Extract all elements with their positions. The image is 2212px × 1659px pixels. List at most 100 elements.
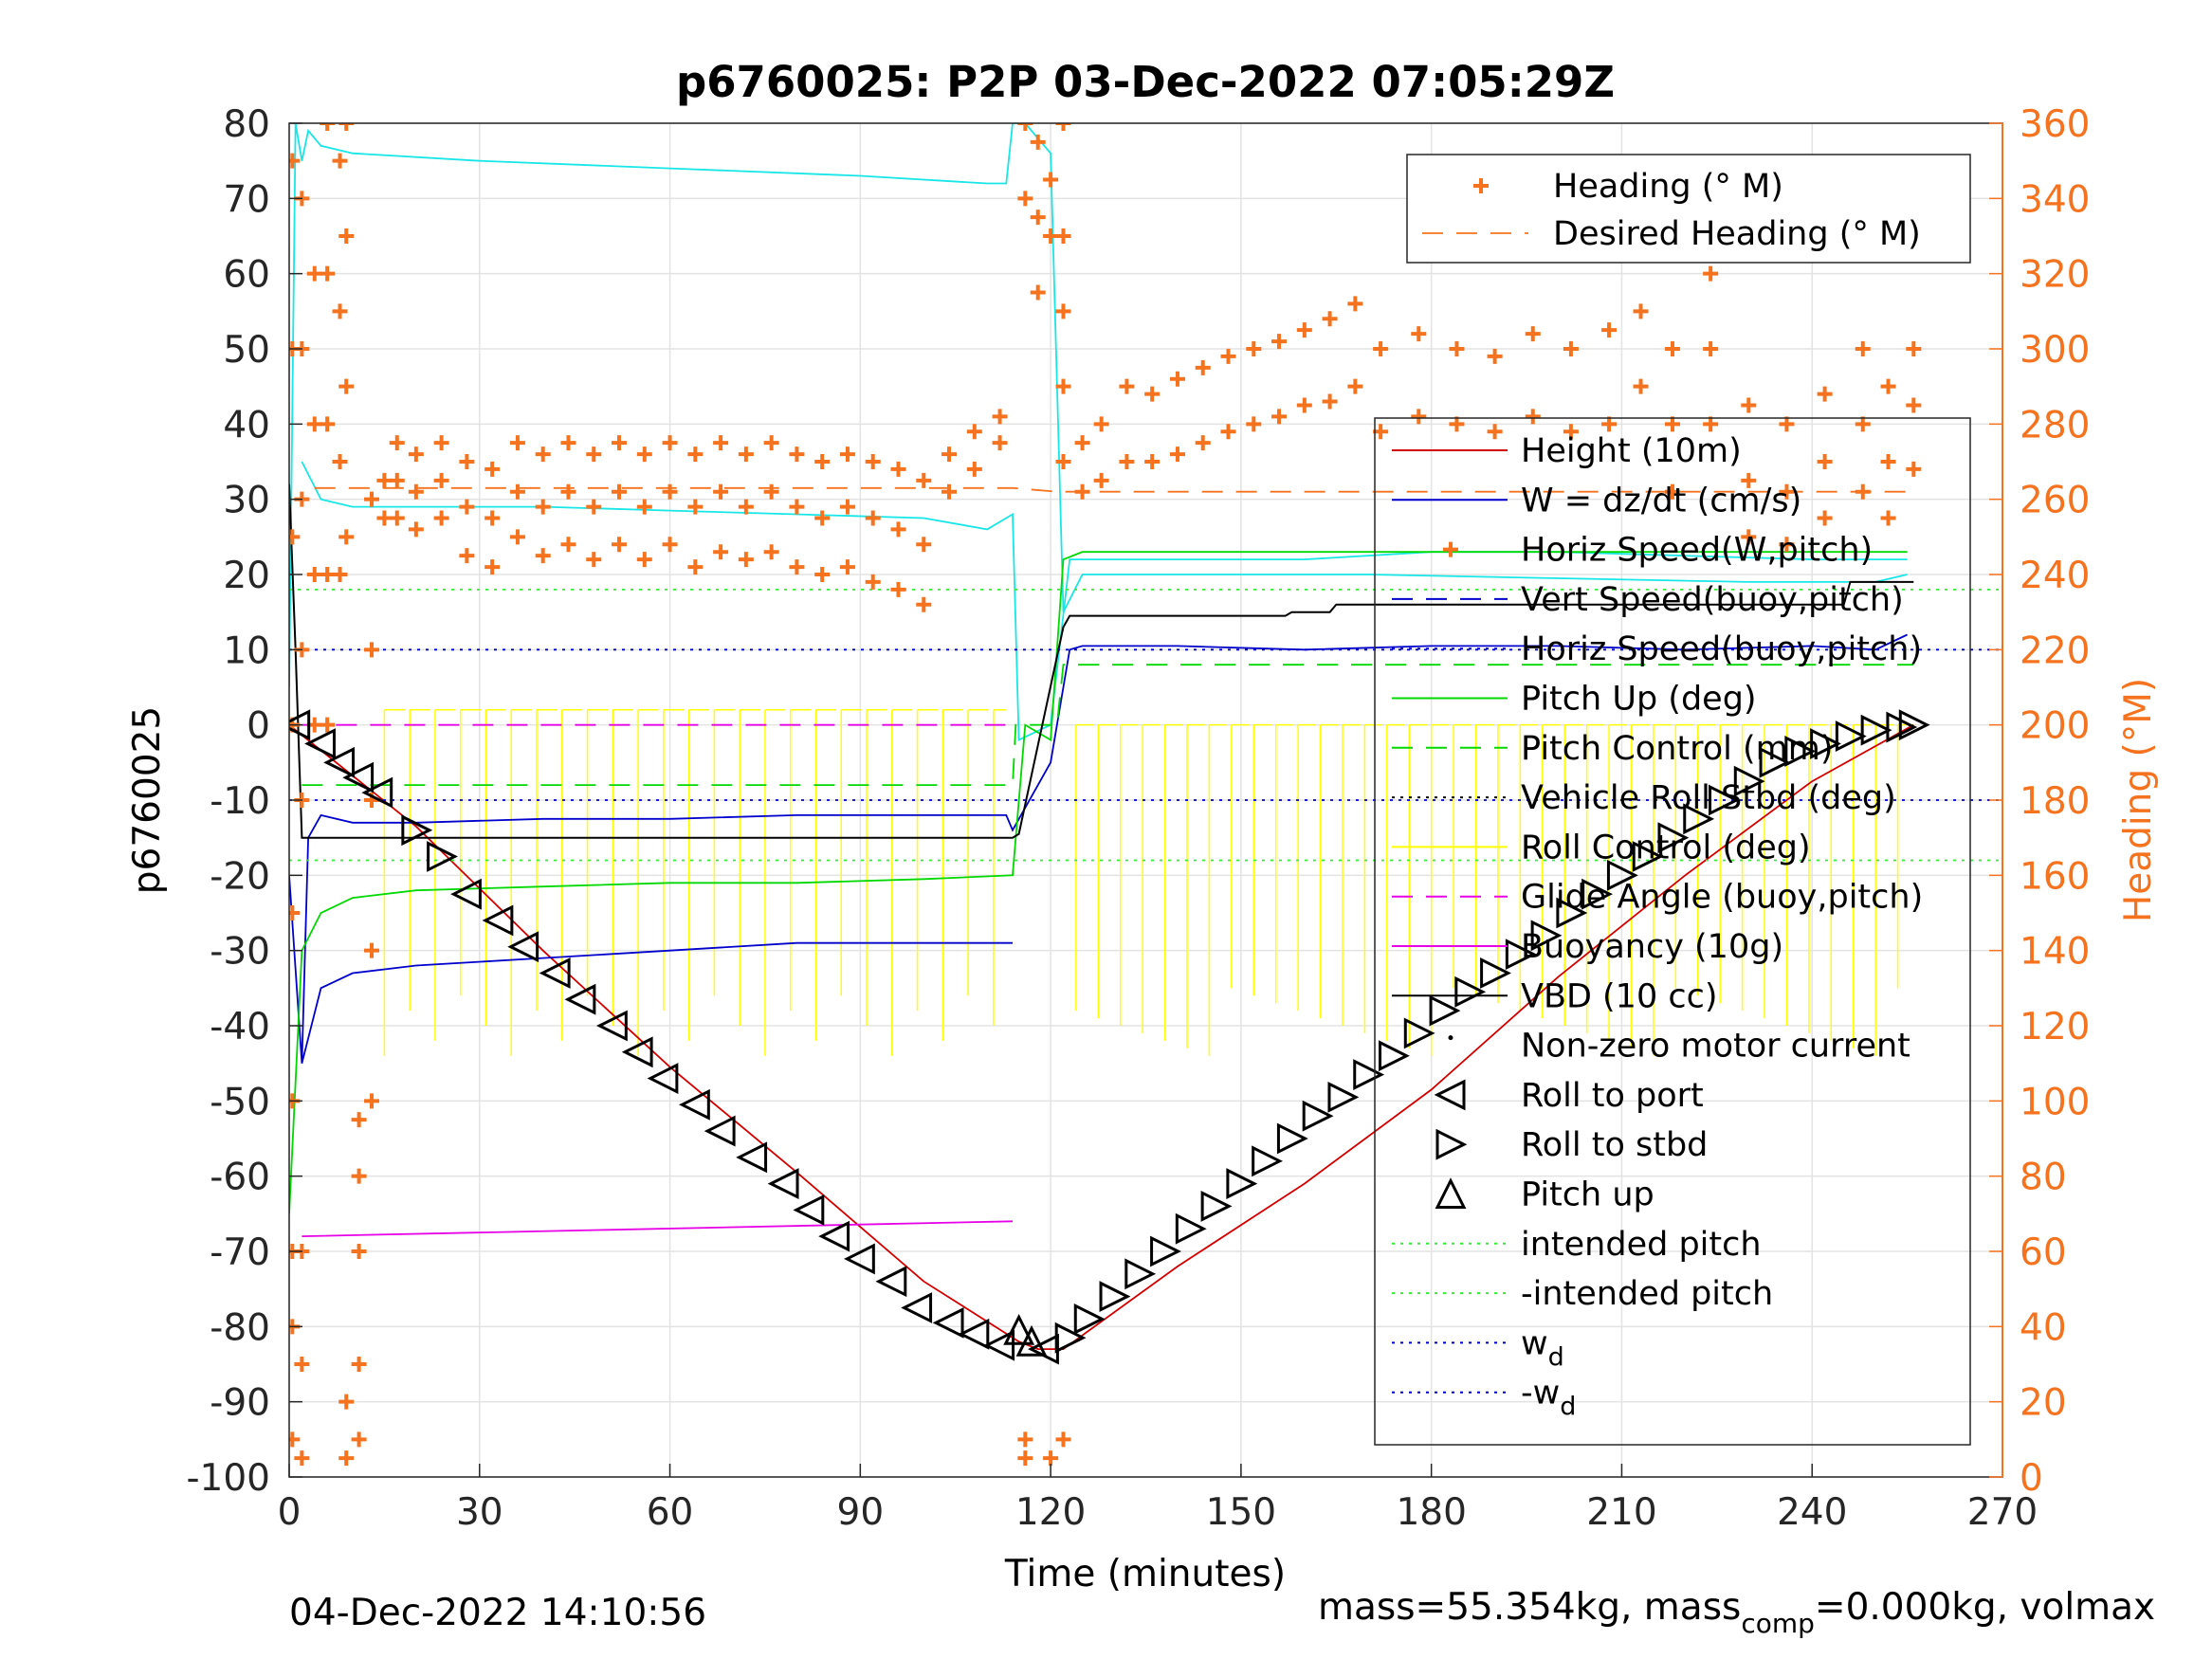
heading-point bbox=[789, 447, 805, 463]
heading-point bbox=[636, 447, 652, 463]
y-tick-label: -20 bbox=[210, 855, 270, 898]
heading-point bbox=[1817, 510, 1833, 526]
series-line bbox=[289, 723, 1914, 1350]
heading-point bbox=[289, 1431, 301, 1448]
legend-main-label-text: Glide Angle (buoy,pitch) bbox=[1521, 879, 1923, 917]
heading-point bbox=[1043, 172, 1059, 188]
heading-point bbox=[376, 510, 393, 526]
heading-point bbox=[1169, 371, 1185, 387]
heading-point bbox=[865, 510, 881, 526]
heading-point bbox=[662, 483, 678, 500]
series-line bbox=[301, 941, 1013, 1064]
heading-point bbox=[966, 461, 982, 477]
roll-to-stbd-marker bbox=[1327, 1081, 1360, 1113]
heading-point bbox=[1093, 472, 1109, 488]
heading-point bbox=[1055, 303, 1071, 319]
roll-to-port-marker bbox=[647, 1063, 679, 1094]
y2-tick-label: 40 bbox=[2020, 1306, 2067, 1349]
heading-point bbox=[1347, 296, 1363, 312]
roll-to-stbd-marker bbox=[1175, 1212, 1207, 1245]
heading-point bbox=[1411, 326, 1427, 342]
legend-swatch bbox=[1435, 1177, 1467, 1209]
heading-point bbox=[1633, 303, 1649, 319]
y2-tick-label: 180 bbox=[2020, 780, 2090, 823]
y2-tick-label: 0 bbox=[2020, 1457, 2043, 1500]
heading-point bbox=[289, 529, 301, 545]
heading-point bbox=[1195, 359, 1211, 375]
axes: 0 30 60 90 120 150 180 210 240 270 80 70 60 50 40 30 20 1… bbox=[186, 103, 2090, 1534]
heading-point bbox=[306, 416, 322, 432]
heading-point bbox=[1144, 386, 1161, 402]
y2-tick-label: 100 bbox=[2020, 1081, 2090, 1123]
heading-point bbox=[814, 567, 831, 582]
y2-tick-label: 140 bbox=[2020, 931, 2090, 974]
heading-point bbox=[992, 409, 1008, 425]
heading-point bbox=[560, 435, 576, 451]
x-axis-label: Time (minutes) bbox=[1004, 1553, 1286, 1595]
legend-main-label: VBD (10 cc) bbox=[1521, 977, 1718, 1015]
heading-point bbox=[1169, 447, 1185, 463]
heading-point bbox=[459, 454, 475, 469]
y-tick-label: -70 bbox=[210, 1231, 270, 1274]
heading-point bbox=[408, 483, 424, 500]
heading-point bbox=[338, 529, 355, 545]
heading-point bbox=[351, 1431, 367, 1448]
series-line bbox=[289, 123, 1908, 688]
heading-point bbox=[1449, 341, 1465, 356]
heading-point bbox=[332, 153, 348, 169]
legend-main-label-text: Pitch Up (deg) bbox=[1521, 681, 1757, 719]
roll-to-stbd-marker bbox=[1429, 994, 1461, 1027]
roll-to-port-marker bbox=[507, 931, 539, 963]
legend-main-label-text: Vehicle Roll Stbd (deg) bbox=[1521, 779, 1896, 817]
roll-to-port-marker bbox=[342, 761, 375, 793]
x-tick-label: 90 bbox=[837, 1491, 885, 1534]
heading-point bbox=[1601, 416, 1618, 432]
roll-to-port-marker bbox=[361, 776, 393, 809]
legend-main-label: Buoyancy (10g) bbox=[1521, 928, 1783, 966]
heading-point bbox=[338, 378, 355, 394]
heading-point bbox=[1373, 424, 1389, 440]
legend-main-label: Roll to stbd bbox=[1521, 1126, 1708, 1164]
heading-point bbox=[992, 435, 1008, 451]
heading-point bbox=[612, 537, 628, 553]
roll-to-stbd-marker bbox=[1150, 1235, 1181, 1267]
heading-point bbox=[1322, 311, 1338, 327]
heading-point bbox=[1817, 386, 1833, 402]
heading-point bbox=[433, 435, 449, 451]
legend-main-label-text: Roll to port bbox=[1521, 1077, 1704, 1115]
heading-point bbox=[1055, 228, 1071, 244]
legend-main-label: Roll to port bbox=[1521, 1077, 1704, 1115]
heading-point bbox=[1246, 416, 1262, 432]
legend-main-label-text: Roll to stbd bbox=[1521, 1126, 1708, 1164]
heading-point bbox=[1449, 416, 1465, 432]
roll-to-port-marker bbox=[843, 1243, 875, 1275]
heading-point bbox=[687, 447, 704, 463]
roll-to-stbd-marker bbox=[1581, 878, 1614, 910]
series-line bbox=[289, 633, 1908, 1064]
legend-main-label-text: Roll Control (deg) bbox=[1521, 829, 1811, 866]
heading-point bbox=[1855, 341, 1871, 356]
heading-point bbox=[1043, 1450, 1059, 1467]
roll-to-port-marker bbox=[793, 1194, 825, 1226]
y2-tick-label: 80 bbox=[2020, 1157, 2067, 1199]
roll-to-stbd-marker bbox=[1099, 1281, 1131, 1313]
heading-point bbox=[1296, 322, 1312, 338]
heading-point bbox=[294, 1357, 310, 1372]
roll-to-port-marker bbox=[539, 957, 571, 989]
y-tick-label: 0 bbox=[247, 705, 270, 748]
roll-to-stbd-marker bbox=[1403, 1017, 1435, 1049]
heading-point bbox=[1055, 454, 1071, 469]
legend-main-label-text: intended pitch bbox=[1521, 1226, 1762, 1264]
heading-point bbox=[1779, 483, 1795, 500]
legend-main-label: W = dz/dt (cm/s) bbox=[1521, 482, 1801, 520]
y-tick-label: 60 bbox=[223, 254, 270, 297]
heading-point bbox=[1074, 435, 1090, 451]
heading-point bbox=[687, 559, 704, 575]
y2-tick-label: 340 bbox=[2020, 178, 2090, 221]
heading-point bbox=[586, 499, 602, 515]
roll-to-stbd-marker bbox=[1454, 975, 1487, 1008]
heading-point bbox=[612, 483, 628, 500]
heading-point bbox=[612, 435, 628, 451]
heading-point bbox=[535, 499, 551, 515]
